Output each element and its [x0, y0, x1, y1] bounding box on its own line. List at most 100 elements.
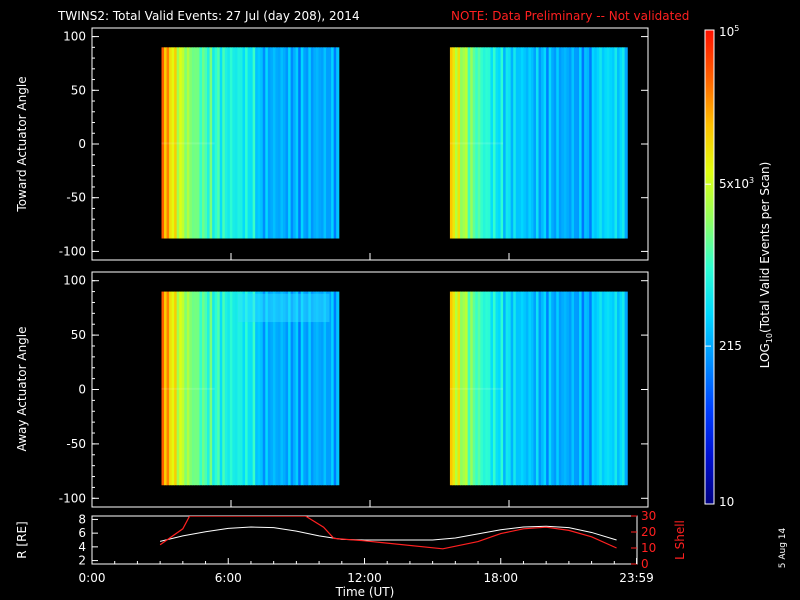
heatmap-column — [202, 47, 206, 239]
heatmap-column — [229, 291, 233, 486]
r-tick-label: 8 — [78, 512, 86, 526]
heatmap-column — [498, 291, 502, 486]
heatmap-column — [303, 291, 307, 486]
lshell-tick-label: 20 — [641, 525, 656, 539]
heatmap-column — [611, 291, 616, 486]
heatmap-column — [498, 47, 502, 239]
heatmap-column — [283, 47, 287, 239]
heatmap-column — [528, 291, 532, 486]
heatmap-column — [538, 291, 542, 486]
heatmap-column — [202, 291, 206, 486]
heatmap-column — [566, 47, 570, 239]
heatmap-column — [224, 291, 228, 486]
heatmap-column — [315, 47, 320, 239]
x-tick-label: 6:00 — [215, 571, 242, 585]
colorbar-label: LOG10(Total Valid Events per Scan) — [758, 162, 774, 369]
heatmap-column — [482, 291, 486, 486]
heatmap-column — [191, 291, 196, 486]
heatmap-column — [543, 47, 547, 239]
heatmap-column — [457, 47, 461, 239]
lshell-tick-label: 30 — [641, 509, 656, 523]
heatmap-column — [214, 47, 218, 239]
heatmap-column — [265, 291, 269, 486]
heatmap-column — [573, 47, 578, 239]
heatmap-column — [477, 47, 481, 239]
heatmap-column — [239, 47, 244, 239]
heatmap-column — [212, 291, 216, 486]
heatmap-column — [315, 291, 320, 486]
heatmap-column — [606, 47, 611, 239]
heatmap-column — [189, 291, 193, 486]
heatmap-column — [515, 47, 519, 239]
heatmap-column — [571, 291, 575, 486]
heatmap-column — [530, 47, 535, 239]
heatmap-column — [277, 47, 282, 239]
heatmap-column — [285, 291, 289, 486]
heatmap-column — [288, 47, 292, 239]
heatmap-column — [536, 47, 540, 239]
heatmap-column — [619, 47, 623, 239]
heatmap-column — [624, 47, 628, 239]
heatmap-column — [472, 291, 476, 486]
colorbar-tick-label: 10 — [719, 495, 734, 509]
heatmap-column — [485, 47, 489, 239]
heatmap-column — [318, 47, 322, 239]
heatmap-column — [270, 291, 274, 486]
heatmap-column — [495, 47, 499, 239]
heatmap-column — [460, 47, 464, 239]
heatmap-column — [581, 47, 585, 239]
heatmap-column — [321, 291, 325, 486]
heatmap-column — [546, 291, 550, 486]
heatmap-column — [465, 291, 469, 486]
heatmap-column — [267, 291, 271, 486]
heatmap-column — [189, 47, 193, 239]
heatmap-column — [523, 291, 527, 486]
toward-panel: 100 50 0 -50 -100 Toward Actuator Angle — [15, 27, 649, 261]
heatmap-column — [510, 47, 514, 239]
heatmap-column — [217, 291, 221, 486]
heatmap-column — [310, 291, 315, 486]
heatmap-column — [333, 47, 337, 239]
heatmap-column — [298, 47, 302, 239]
colorbar-tick-label: 5x103 — [719, 176, 754, 191]
heatmap-column — [310, 47, 315, 239]
heatmap-column — [452, 291, 456, 486]
heatmap-column — [500, 291, 504, 486]
heatmap-column — [331, 47, 335, 239]
heatmap-column — [176, 291, 180, 486]
x-tick-label: 23:59 — [619, 571, 654, 585]
heatmap-column — [579, 47, 583, 239]
heatmap-column — [272, 291, 277, 486]
heatmap-column — [490, 47, 494, 239]
heatmap-column — [300, 291, 304, 486]
heatmap-column — [252, 47, 256, 239]
heatmap-column — [551, 291, 555, 486]
heatmap-column — [520, 47, 524, 239]
heatmap-column — [449, 291, 454, 486]
heatmap-column — [617, 291, 621, 486]
heatmap-column — [611, 47, 616, 239]
heatmap-column — [470, 291, 474, 486]
heatmap-column — [462, 47, 466, 239]
heatmap-column — [591, 47, 595, 239]
heatmap-column — [288, 291, 292, 486]
heatmap-column — [622, 47, 626, 239]
y-tick-label: -100 — [59, 244, 86, 258]
heatmap-column — [589, 291, 593, 486]
heatmap-column — [513, 291, 517, 486]
heatmap-column — [326, 47, 330, 239]
heatmap-zero-band — [449, 387, 504, 390]
heatmap-column — [523, 47, 527, 239]
heatmap-column — [164, 47, 168, 239]
away-heatmap-blocks — [161, 291, 628, 486]
heatmap-column — [255, 291, 259, 486]
heatmap-column — [242, 47, 246, 239]
heatmap-column — [196, 291, 201, 486]
heatmap-column — [174, 291, 178, 486]
lshell-line — [159, 516, 617, 550]
heatmap-column — [308, 291, 312, 486]
heatmap-column — [209, 291, 213, 486]
heatmap-column — [204, 47, 208, 239]
heatmap-column — [321, 47, 325, 239]
heatmap-column — [470, 47, 474, 239]
